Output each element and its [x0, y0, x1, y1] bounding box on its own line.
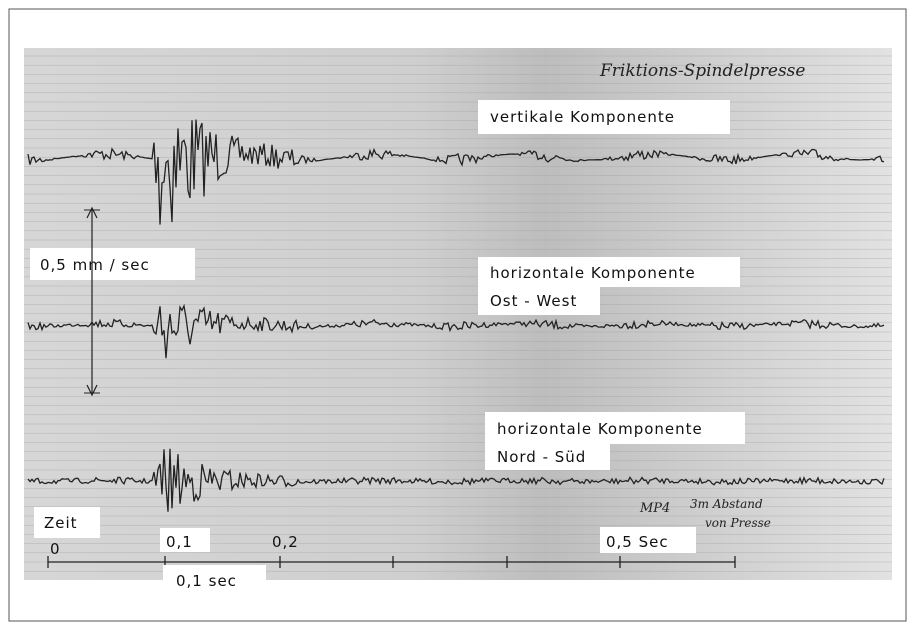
label-box [478, 100, 730, 134]
time-scale: 0,1 sec [176, 572, 237, 590]
traces [27, 119, 885, 512]
title: Friktions-Spindelpresse [599, 61, 805, 81]
note: von Presse [705, 516, 771, 530]
trace-label: horizontale Komponente [497, 420, 703, 438]
trace-label: vertikale Komponente [490, 108, 675, 126]
label-box [485, 441, 610, 470]
note: MP4 [639, 501, 670, 516]
time-tick-label: 0,1 [166, 533, 193, 551]
amplitude-scale: 0,5 mm / sec [40, 256, 150, 274]
seismic-trace [27, 448, 885, 512]
time-axis [47, 556, 736, 568]
label-box [485, 412, 745, 444]
note: 3m Abstand [690, 497, 763, 511]
label-box [160, 528, 210, 552]
label-box [600, 527, 696, 553]
time-tick-label: 0,5 Sec [606, 533, 669, 551]
label-box [30, 248, 195, 280]
seismic-trace [27, 303, 885, 359]
arrow-heads [86, 206, 98, 397]
label-box [478, 257, 740, 287]
time-axis-title: Zeit [44, 514, 78, 532]
time-tick-label: 0 [50, 540, 61, 558]
label-box [163, 565, 266, 595]
time-tick-label: 0,2 [272, 533, 299, 551]
trace-label: horizontale Komponente [490, 264, 696, 282]
seismic-trace [27, 119, 885, 225]
label-box [34, 507, 100, 538]
paper-lines [24, 55, 892, 572]
trace-label: Nord - Süd [497, 448, 586, 466]
trace-label: Ost - West [490, 292, 577, 310]
label-box [478, 285, 600, 315]
